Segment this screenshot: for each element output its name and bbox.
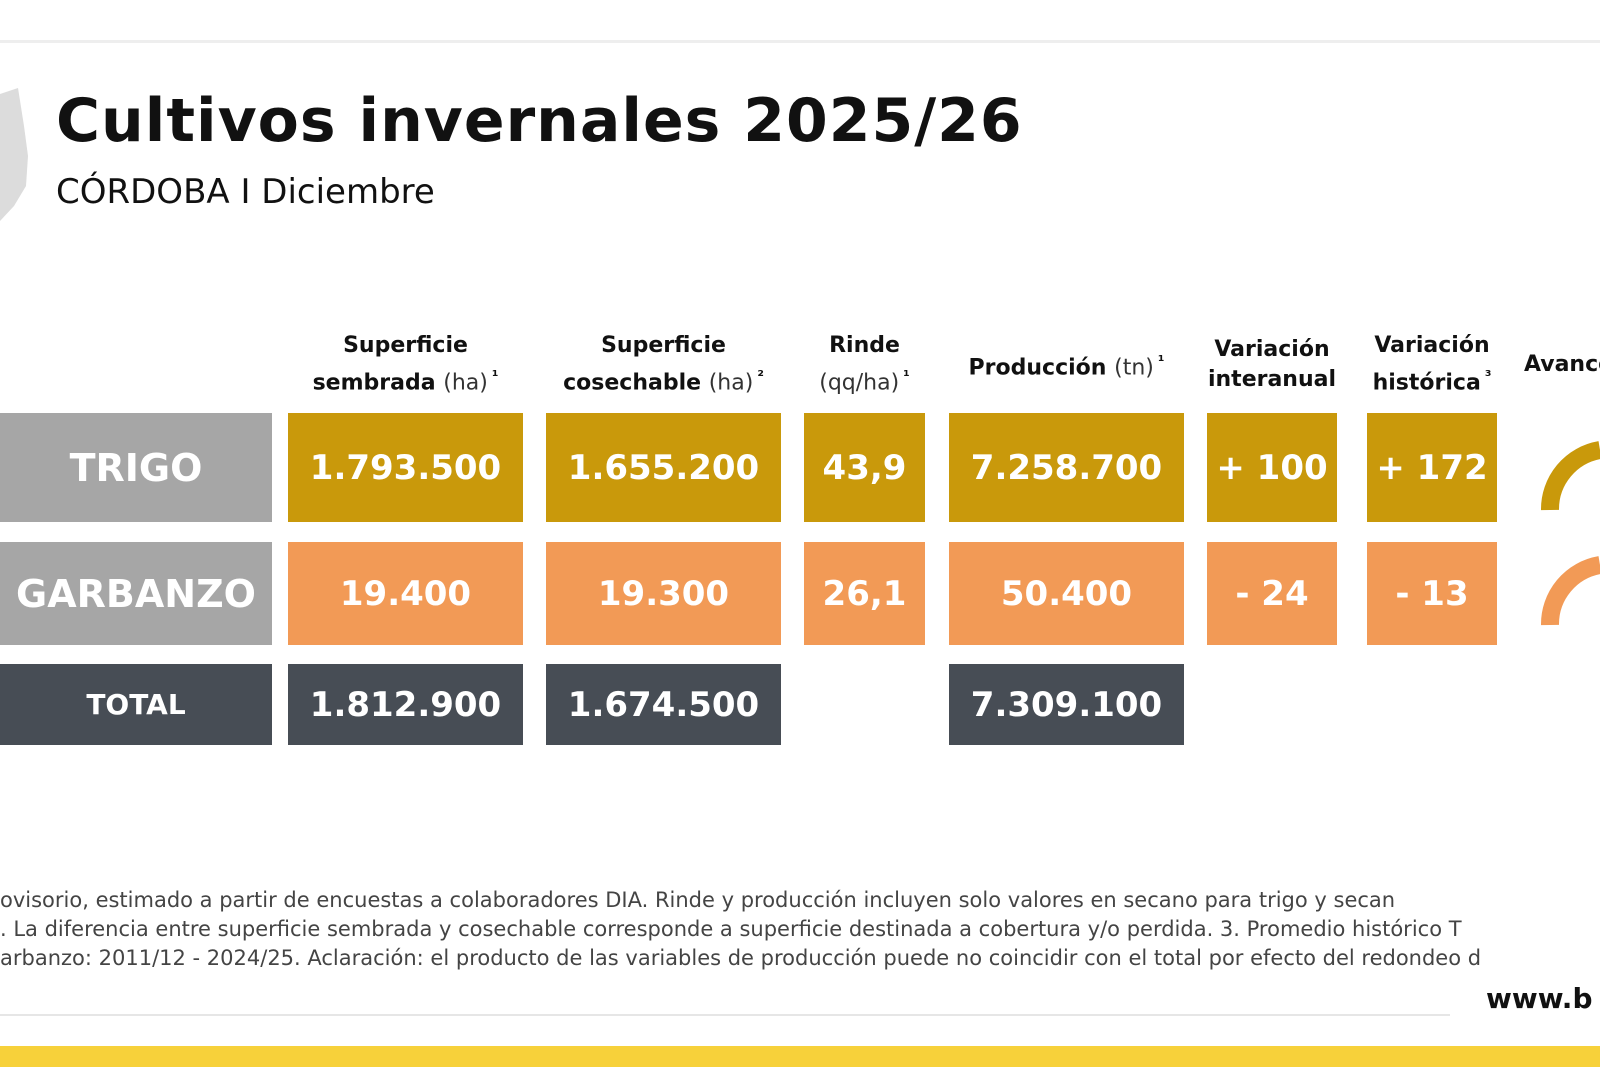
value-cell: 26,1 [804, 542, 925, 645]
column-note: ² [757, 367, 764, 386]
top-rule [0, 40, 1600, 43]
footnote-line: arbanzo: 2011/12 - 2024/25. Aclaración: … [0, 946, 1482, 970]
row-label: TRIGO [0, 413, 272, 522]
bottom-bar [0, 1046, 1600, 1067]
column-header: Variación interanual [1207, 332, 1337, 398]
row-label: TOTAL [0, 664, 272, 745]
column-header: Superficie cosechable (ha) ² [549, 332, 779, 398]
column-unit: (qq/ha) [819, 370, 900, 396]
column-header-text: Superficie cosechable (ha) ² [549, 331, 779, 398]
column-note: ¹ [903, 367, 910, 386]
column-header: Variación histórica ³ [1367, 332, 1497, 398]
column-unit: (tn) [1114, 355, 1154, 381]
bottom-rule [0, 1014, 1450, 1016]
value-cell: 19.300 [546, 542, 781, 645]
column-header-text: Variación interanual [1207, 335, 1337, 395]
column-header: Rinde (qq/ha) ¹ [804, 332, 925, 398]
column-header: Superficie sembrada (ha) ¹ [301, 332, 511, 398]
column-name: Superficie sembrada [312, 333, 468, 396]
website: www.b [1486, 982, 1593, 1015]
column-note: ³ [1484, 367, 1492, 386]
value-cell: 50.400 [949, 542, 1184, 645]
column-header-text: Producción (tn) ¹ [969, 346, 1165, 383]
value-cell: + 172 [1367, 413, 1497, 522]
value-cell: 1.812.900 [288, 664, 523, 745]
footnote-line: ovisorio, estimado a partir de encuestas… [0, 888, 1396, 912]
column-name: Superficie cosechable [563, 333, 726, 396]
value-cell: 7.258.700 [949, 413, 1184, 522]
column-header-text: Superficie sembrada (ha) ¹ [301, 331, 511, 398]
column-header: Producción (tn) ¹ [949, 332, 1184, 398]
column-name: Variación interanual [1207, 337, 1337, 392]
value-cell: 19.400 [288, 542, 523, 645]
title: Cultivos invernales 2025/26 [56, 86, 1023, 156]
value-cell: 7.309.100 [949, 664, 1184, 745]
value-cell: 43,9 [804, 413, 925, 522]
row-label: GARBANZO [0, 542, 272, 645]
column-note: ¹ [1157, 352, 1165, 371]
column-header-text: Rinde (qq/ha) ¹ [804, 331, 925, 398]
value-cell: + 100 [1207, 413, 1337, 522]
column-unit: (ha) [708, 370, 754, 396]
progress-gauges [1540, 441, 1600, 626]
column-header: Avance [1524, 332, 1600, 398]
column-name: Variación histórica [1372, 333, 1490, 396]
value-cell: 1.793.500 [288, 413, 523, 522]
column-header-text: Avance [1524, 350, 1600, 380]
column-name: Rinde [829, 333, 900, 359]
value-cell: - 24 [1207, 542, 1337, 645]
value-cell: 1.674.500 [546, 664, 781, 745]
column-unit: (ha) [443, 370, 488, 396]
value-cell: - 13 [1367, 542, 1497, 645]
column-name: Avance [1524, 352, 1600, 377]
column-name: Producción [968, 355, 1107, 381]
column-header-text: Variación histórica ³ [1367, 331, 1497, 398]
value-cell: 1.655.200 [546, 413, 781, 522]
footnote-line: . La diferencia entre superficie sembrad… [0, 917, 1462, 941]
map-shape [0, 88, 28, 221]
subtitle: CÓRDOBA I Diciembre [56, 172, 435, 212]
column-note: ¹ [491, 367, 499, 386]
